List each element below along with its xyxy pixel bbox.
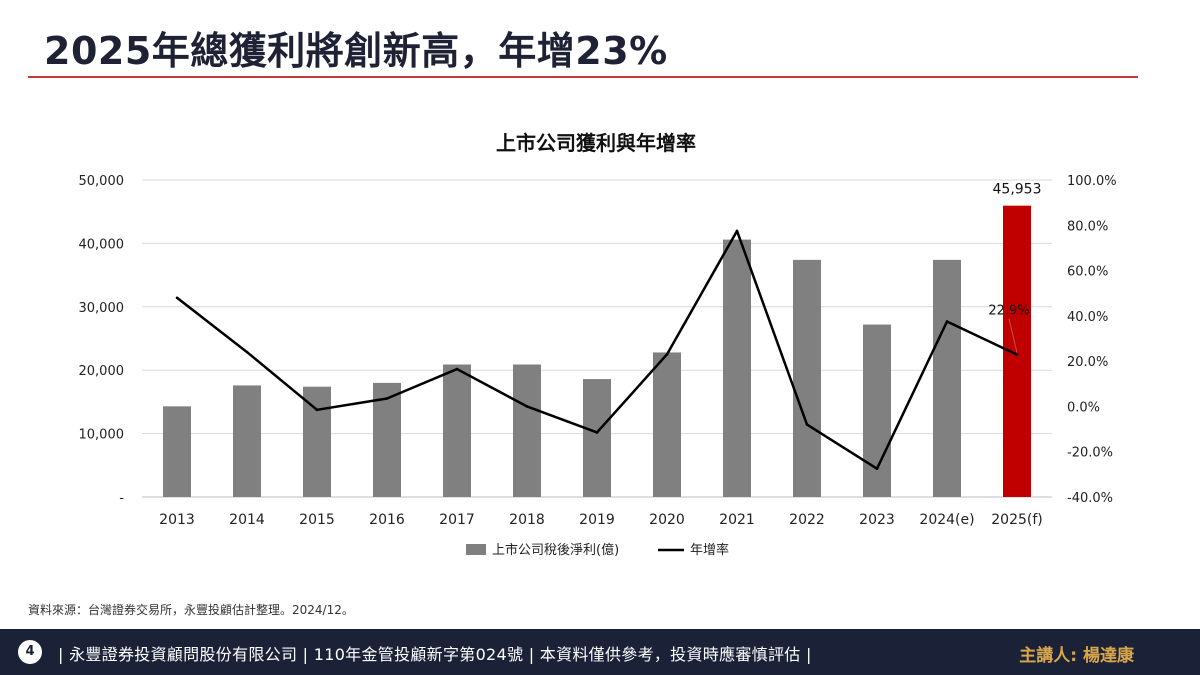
left-tick-label: 20,000 (79, 364, 125, 379)
line-point (595, 431, 599, 434)
right-tick-label: 40.0% (1067, 310, 1108, 325)
x-tick-label: 2022 (789, 512, 825, 528)
right-tick-label: -20.0% (1067, 446, 1113, 461)
line-point (385, 397, 389, 400)
x-tick-label: 2013 (159, 512, 195, 528)
x-tick-label: 2025(f) (991, 512, 1042, 528)
line-point (945, 320, 949, 323)
bar-data-label: 45,953 (993, 182, 1042, 198)
legend-line-label: 年增率 (690, 542, 729, 558)
bar (583, 379, 611, 497)
x-tick-label: 2020 (649, 512, 685, 528)
line-point (315, 408, 319, 412)
right-tick-label: 0.0% (1067, 400, 1100, 415)
line-point (455, 367, 459, 371)
x-tick-label: 2021 (719, 512, 755, 528)
line-point (805, 423, 809, 426)
bar-series (163, 205, 1031, 498)
slide-title: 2025年總獲利將創新高，年增23% (44, 29, 668, 73)
x-tick-label: 2014 (229, 512, 265, 528)
line-point (175, 296, 179, 300)
right-tick-label: 60.0% (1067, 265, 1108, 280)
page-number-badge: 4 (18, 640, 42, 664)
x-tick-label: 2019 (579, 512, 615, 528)
line-point (1015, 353, 1019, 356)
legend-bar-label: 上市公司稅後淨利(億) (492, 542, 619, 558)
bar (233, 385, 261, 497)
right-tick-label: 80.0% (1067, 219, 1108, 234)
bar (373, 382, 401, 497)
company-disclaimer: | 永豐證券投資顧問股份有限公司 | 110年金管投顧新字第024號 | 本資料… (58, 645, 812, 664)
x-tick-label: 2016 (369, 512, 405, 528)
x-tick-label: 2015 (299, 512, 335, 528)
presenter-name: 主講人: 楊達康 (1019, 646, 1134, 666)
bar (163, 406, 191, 497)
bar (653, 352, 681, 497)
left-tick-label: 10,000 (79, 428, 125, 443)
label-leader-line (1008, 318, 1018, 353)
line-point (735, 229, 739, 233)
left-tick-label: 40,000 (79, 237, 125, 252)
left-tick-label: - (119, 491, 124, 506)
axes: - 10,000 20,000 30,000 40,000 50,000 -40.0% -20… (79, 174, 1117, 528)
data-labels: 45,953 22.9% (988, 182, 1042, 353)
line-point (665, 353, 669, 356)
bar (303, 386, 331, 497)
line-point (875, 467, 879, 470)
line-point (245, 350, 249, 354)
bar (933, 259, 961, 497)
left-tick-label: 50,000 (79, 174, 125, 189)
chart-area: 上市公司獲利與年增率 - 10,000 20,000 30,000 40,000 50,0… (79, 131, 1117, 558)
chart-title: 上市公司獲利與年增率 (496, 131, 696, 155)
bar (863, 324, 891, 497)
line-data-label: 22.9% (988, 304, 1029, 319)
line-series (175, 229, 1019, 470)
legend-bar-swatch (466, 544, 486, 555)
bar (723, 239, 751, 497)
bar (443, 364, 471, 497)
left-tick-label: 30,000 (79, 301, 125, 316)
footer-bar: 4 | 永豐證券投資顧問股份有限公司 | 110年金管投顧新字第024號 | 本… (0, 629, 1200, 675)
line-point (525, 405, 529, 408)
source-note: 資料來源：台灣證券交易所，永豐投顧估計整理。2024/12。 (28, 603, 354, 617)
title-divider (28, 76, 1138, 78)
right-tick-label: -40.0% (1067, 491, 1113, 506)
bar (793, 259, 821, 497)
legend: 上市公司稅後淨利(億) 年增率 (466, 542, 729, 558)
right-tick-label: 20.0% (1067, 355, 1108, 370)
x-tick-label: 2023 (859, 512, 895, 528)
x-tick-label: 2024(e) (919, 512, 974, 528)
x-tick-label: 2018 (509, 512, 545, 528)
bar (513, 364, 541, 497)
x-tick-label: 2017 (439, 512, 475, 528)
right-tick-label: 100.0% (1067, 174, 1117, 189)
